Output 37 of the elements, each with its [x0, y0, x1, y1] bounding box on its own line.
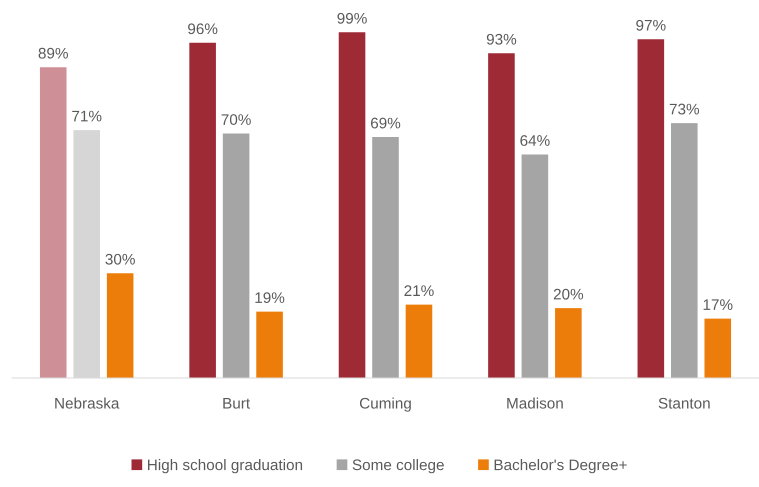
- x-tick-label: Burt: [223, 398, 250, 409]
- bar: [704, 318, 732, 378]
- bar: [372, 137, 399, 378]
- x-tick-label: Madison: [507, 397, 563, 409]
- data-label: 73%: [670, 104, 700, 115]
- data-label: 17%: [704, 299, 733, 310]
- bar: [40, 67, 67, 378]
- bar: [222, 134, 250, 378]
- data-label: 96%: [188, 23, 218, 34]
- x-tick-label: Cuming: [360, 397, 411, 412]
- data-label: 30%: [105, 254, 135, 265]
- data-label: 20%: [554, 288, 584, 300]
- data-label: 99%: [337, 12, 367, 24]
- bar: [488, 53, 515, 378]
- data-label: 69%: [370, 118, 400, 128]
- bar: [671, 123, 698, 378]
- bar: [338, 32, 366, 378]
- bar: [406, 304, 432, 378]
- bar: [256, 312, 283, 378]
- bar: [106, 273, 134, 378]
- data-label: 71%: [72, 110, 102, 122]
- x-tick-label: Stanton: [658, 398, 710, 409]
- x-tick-label: Nebraska: [55, 397, 120, 409]
- legend-label: Bachelor's Degree+: [494, 459, 627, 474]
- data-label: 70%: [222, 114, 251, 125]
- data-label: 97%: [636, 20, 666, 31]
- bar: [638, 39, 664, 378]
- data-label: 19%: [255, 292, 284, 304]
- bar: [189, 42, 216, 378]
- data-label: 64%: [520, 135, 550, 146]
- data-label: 93%: [486, 34, 516, 45]
- data-label: 21%: [404, 285, 434, 296]
- data-label: 89%: [38, 48, 68, 59]
- bar: [555, 308, 582, 378]
- legend-label: High school graduation: [148, 459, 302, 474]
- bar: [522, 154, 548, 378]
- legend-label: Some college: [352, 459, 444, 474]
